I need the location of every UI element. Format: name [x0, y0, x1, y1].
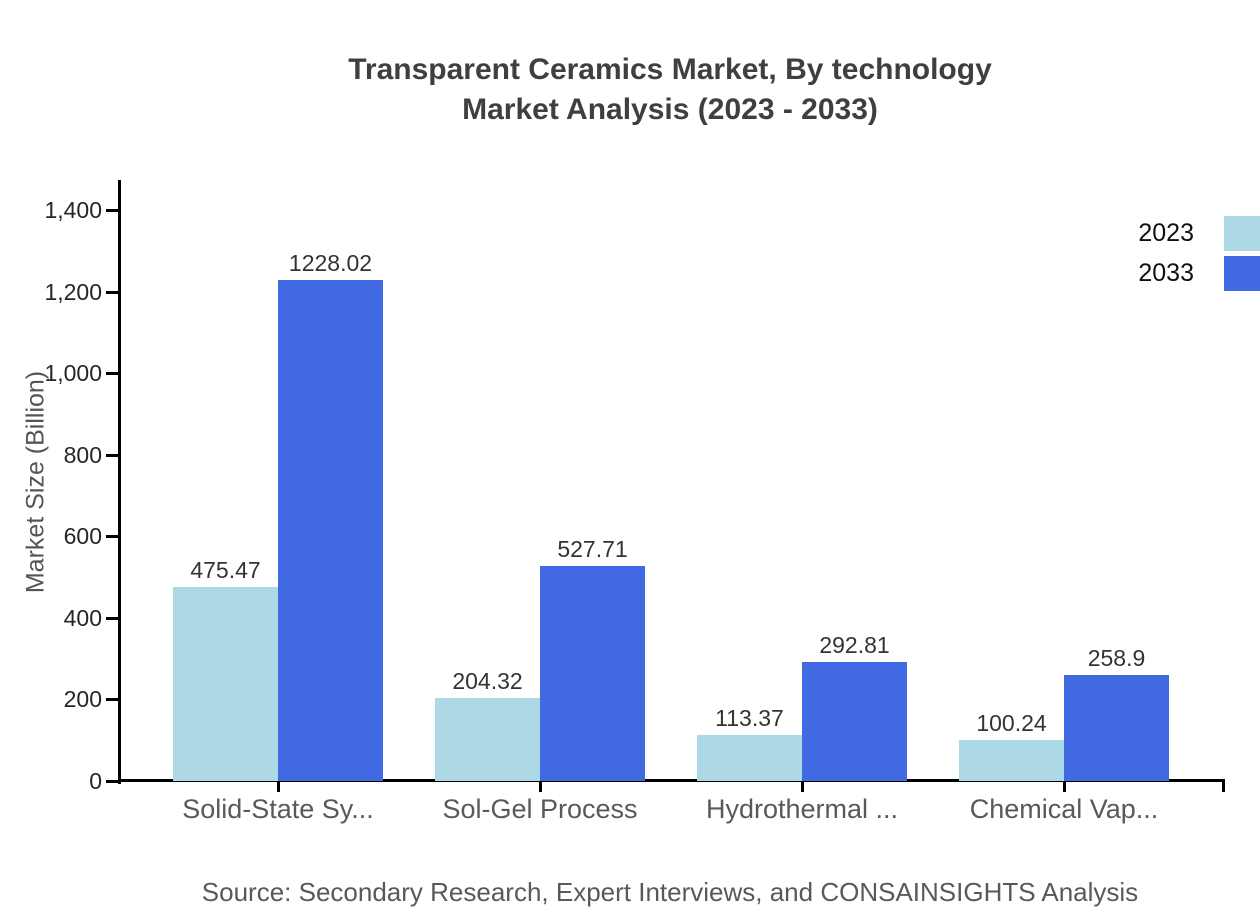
x-axis-end-tick — [1222, 779, 1225, 792]
bar-2023-3 — [697, 734, 802, 781]
legend-label-2033: 2033 — [1138, 259, 1194, 287]
legend-label-2023: 2023 — [1138, 219, 1194, 247]
value-label-2033-4: 258.9 — [1087, 645, 1146, 672]
value-label-2023-2: 204.32 — [452, 667, 523, 694]
y-tick — [106, 372, 118, 376]
bar-2033-4 — [1064, 675, 1169, 781]
y-tick — [106, 453, 118, 457]
source-note: Source: Secondary Research, Expert Inter… — [201, 877, 1139, 907]
legend-item-2033: 2033 — [1138, 256, 1260, 291]
y-tick — [106, 290, 118, 294]
x-tick — [539, 779, 542, 792]
y-tick-label: 0 — [89, 768, 102, 794]
bar-2023-4 — [959, 740, 1064, 781]
x-category-label: Hydrothermal ... — [705, 794, 899, 824]
bar-2033-3 — [802, 661, 907, 781]
x-tick — [801, 779, 804, 792]
bar-2033-2 — [540, 565, 645, 781]
chart-title: Transparent Ceramics Market, By technolo… — [118, 50, 1222, 130]
value-label-2033-1: 1228.02 — [288, 250, 373, 277]
value-label-2023-3: 113.37 — [715, 704, 784, 731]
bar-2023-1 — [173, 587, 278, 781]
y-tick-label: 1,400 — [44, 197, 102, 223]
y-tick-label: 400 — [63, 604, 102, 631]
x-tick — [277, 779, 280, 792]
y-tick — [106, 616, 118, 620]
x-axis-line — [118, 779, 1225, 782]
chart-title-line1: Transparent Ceramics Market, By technolo… — [348, 53, 992, 86]
value-label-2023-1: 475.47 — [190, 557, 261, 584]
y-tick — [106, 535, 118, 539]
x-category-label: Solid-State Sy... — [182, 794, 374, 824]
y-axis-line — [118, 180, 121, 784]
value-label-2023-4: 100.24 — [976, 710, 1047, 737]
legend-swatch-2023-icon — [1224, 216, 1260, 251]
y-tick — [106, 698, 118, 702]
value-label-2033-2: 527.71 — [557, 535, 628, 562]
y-tick-label: 200 — [63, 686, 102, 713]
value-label-2033-3: 292.81 — [819, 631, 890, 658]
legend-item-2023: 2023 — [1138, 216, 1260, 251]
y-tick — [106, 209, 118, 212]
y-tick-label: 800 — [63, 441, 102, 468]
y-tick — [106, 780, 118, 783]
x-tick — [1063, 779, 1066, 792]
chart-title-line2: Market Analysis (2023 - 2033) — [462, 93, 878, 126]
bar-2023-2 — [435, 697, 540, 781]
y-tick-label: 1,200 — [44, 278, 102, 305]
bar-2033-1 — [278, 280, 383, 781]
x-category-label: Sol-Gel Process — [442, 794, 638, 824]
legend-swatch-2033-icon — [1224, 256, 1260, 291]
y-tick-label: 600 — [63, 523, 102, 550]
legend: 2023 2033 — [1138, 216, 1260, 296]
y-tick-label: 1,000 — [44, 360, 102, 387]
x-category-label: Chemical Vap... — [969, 794, 1159, 824]
